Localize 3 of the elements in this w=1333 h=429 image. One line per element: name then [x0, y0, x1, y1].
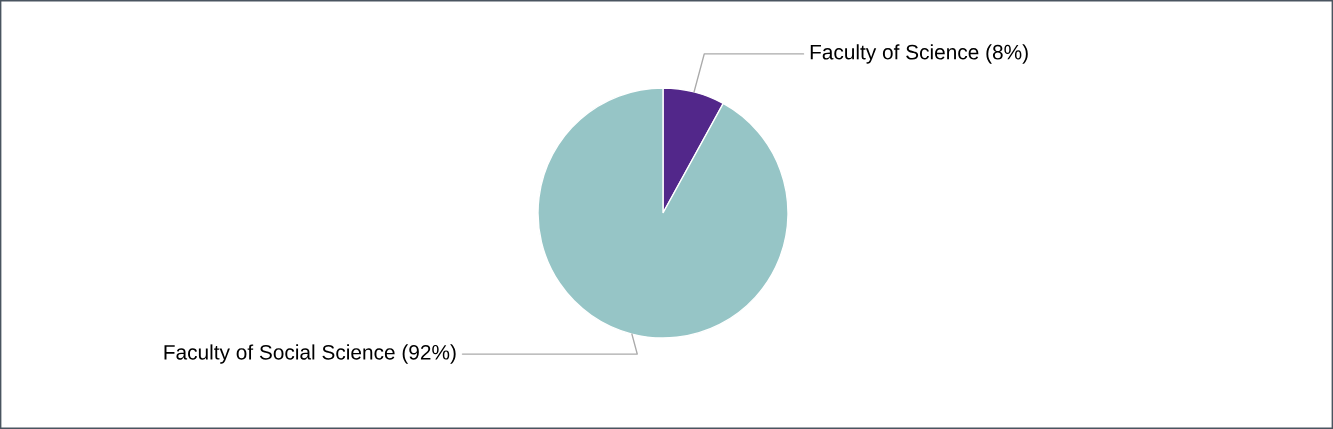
- pie-slice: [537, 87, 789, 339]
- slice-label: Faculty of Science (8%): [810, 44, 1028, 64]
- slice-label: Faculty of Social Science (92%): [164, 344, 456, 364]
